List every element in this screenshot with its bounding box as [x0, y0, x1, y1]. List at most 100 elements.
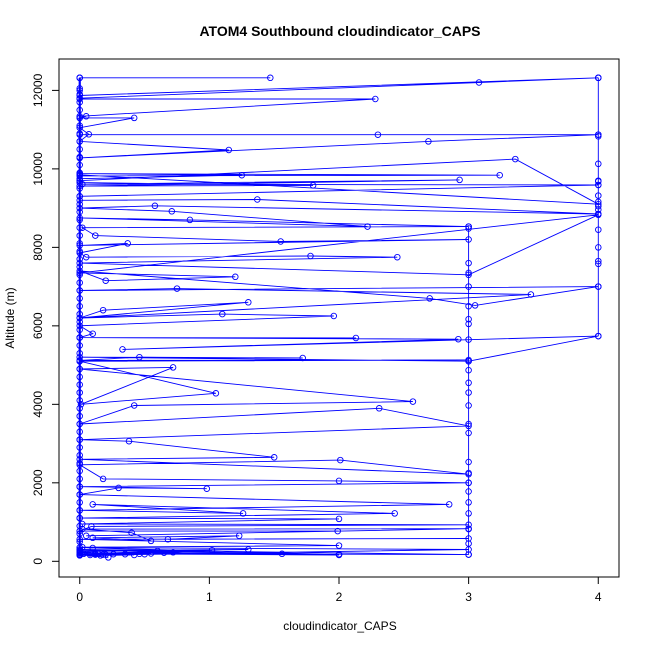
data-point — [76, 310, 83, 318]
data-point — [154, 547, 161, 555]
data-point — [76, 428, 83, 436]
data-point — [235, 532, 243, 540]
data-point — [76, 357, 83, 365]
data-point — [136, 353, 143, 361]
data-point — [334, 527, 341, 535]
y-tick-label: 6000 — [31, 312, 45, 339]
data-point — [465, 223, 472, 230]
data-point — [164, 536, 172, 543]
data-point — [76, 197, 83, 204]
data-point — [76, 271, 83, 279]
data-point — [465, 271, 472, 279]
data-point — [76, 267, 83, 275]
data-point — [130, 114, 138, 122]
data-point — [102, 277, 109, 284]
data-point — [128, 529, 135, 536]
data-point — [76, 263, 83, 271]
data-point — [471, 302, 479, 309]
y-tick-label: 0 — [31, 558, 45, 565]
data-point — [76, 412, 83, 420]
data-point — [595, 332, 602, 340]
data-point — [496, 171, 503, 179]
data-point — [119, 346, 126, 353]
data-point — [99, 306, 107, 314]
data-point — [527, 291, 535, 298]
data-point — [465, 458, 472, 466]
data-point — [85, 131, 93, 138]
plot-points — [76, 74, 602, 561]
data-point — [465, 551, 472, 558]
data-point — [595, 74, 602, 82]
data-point — [76, 106, 83, 114]
data-point — [76, 172, 83, 180]
data-point — [76, 483, 83, 490]
data-point — [595, 178, 602, 185]
data-point — [77, 401, 85, 408]
data-point — [76, 373, 83, 381]
data-point — [76, 389, 83, 396]
x-tick-label: 1 — [206, 590, 213, 604]
data-point — [76, 514, 83, 522]
data-point — [76, 342, 83, 349]
data-point — [335, 515, 343, 523]
data-point — [595, 181, 602, 189]
data-point — [82, 532, 90, 540]
data-point — [426, 295, 433, 302]
y-tick-label: 2000 — [31, 469, 45, 496]
data-point — [76, 538, 83, 545]
data-point — [76, 334, 83, 341]
data-point — [465, 479, 472, 487]
x-tick-label: 4 — [595, 590, 602, 604]
data-point — [76, 322, 83, 330]
data-point — [225, 146, 233, 154]
data-point — [76, 314, 83, 322]
data-point — [76, 326, 83, 334]
data-point — [76, 365, 83, 373]
data-point — [76, 138, 83, 145]
data-point — [76, 353, 83, 361]
data-point — [76, 169, 83, 177]
data-point — [465, 366, 472, 374]
x-axis-label: cloudindicator_CAPS — [283, 619, 396, 633]
data-point — [445, 501, 453, 508]
data-point — [76, 185, 83, 192]
data-point — [238, 171, 246, 179]
data-point — [76, 259, 83, 267]
data-point — [76, 146, 83, 153]
data-point — [465, 225, 472, 232]
data-point — [595, 198, 602, 206]
data-point — [124, 240, 131, 247]
data-point — [89, 330, 96, 337]
data-point — [99, 475, 107, 483]
x-axis: 0 1 2 3 4 — [76, 576, 602, 604]
data-point — [88, 523, 95, 530]
data-point — [147, 537, 155, 545]
data-point — [456, 176, 463, 184]
data-point — [595, 210, 602, 218]
data-point — [76, 204, 83, 212]
data-point — [337, 456, 344, 464]
data-point — [97, 552, 104, 559]
data-point — [375, 405, 383, 412]
data-point — [595, 160, 602, 168]
data-point — [270, 454, 278, 461]
data-point — [130, 402, 138, 409]
data-point — [147, 550, 155, 557]
data-point — [595, 202, 602, 210]
data-point — [76, 436, 83, 443]
x-tick-label: 3 — [465, 590, 472, 604]
data-point — [465, 259, 472, 267]
data-point — [465, 535, 472, 542]
data-point — [595, 192, 602, 199]
data-point — [391, 510, 398, 517]
data-point — [76, 397, 83, 404]
data-point — [105, 554, 112, 561]
data-point — [512, 155, 519, 163]
data-point — [208, 547, 216, 554]
data-point — [465, 320, 472, 328]
data-point — [186, 216, 194, 224]
data-point — [141, 550, 148, 558]
data-point — [76, 216, 83, 224]
data-point — [465, 488, 472, 495]
data-point — [330, 312, 338, 320]
